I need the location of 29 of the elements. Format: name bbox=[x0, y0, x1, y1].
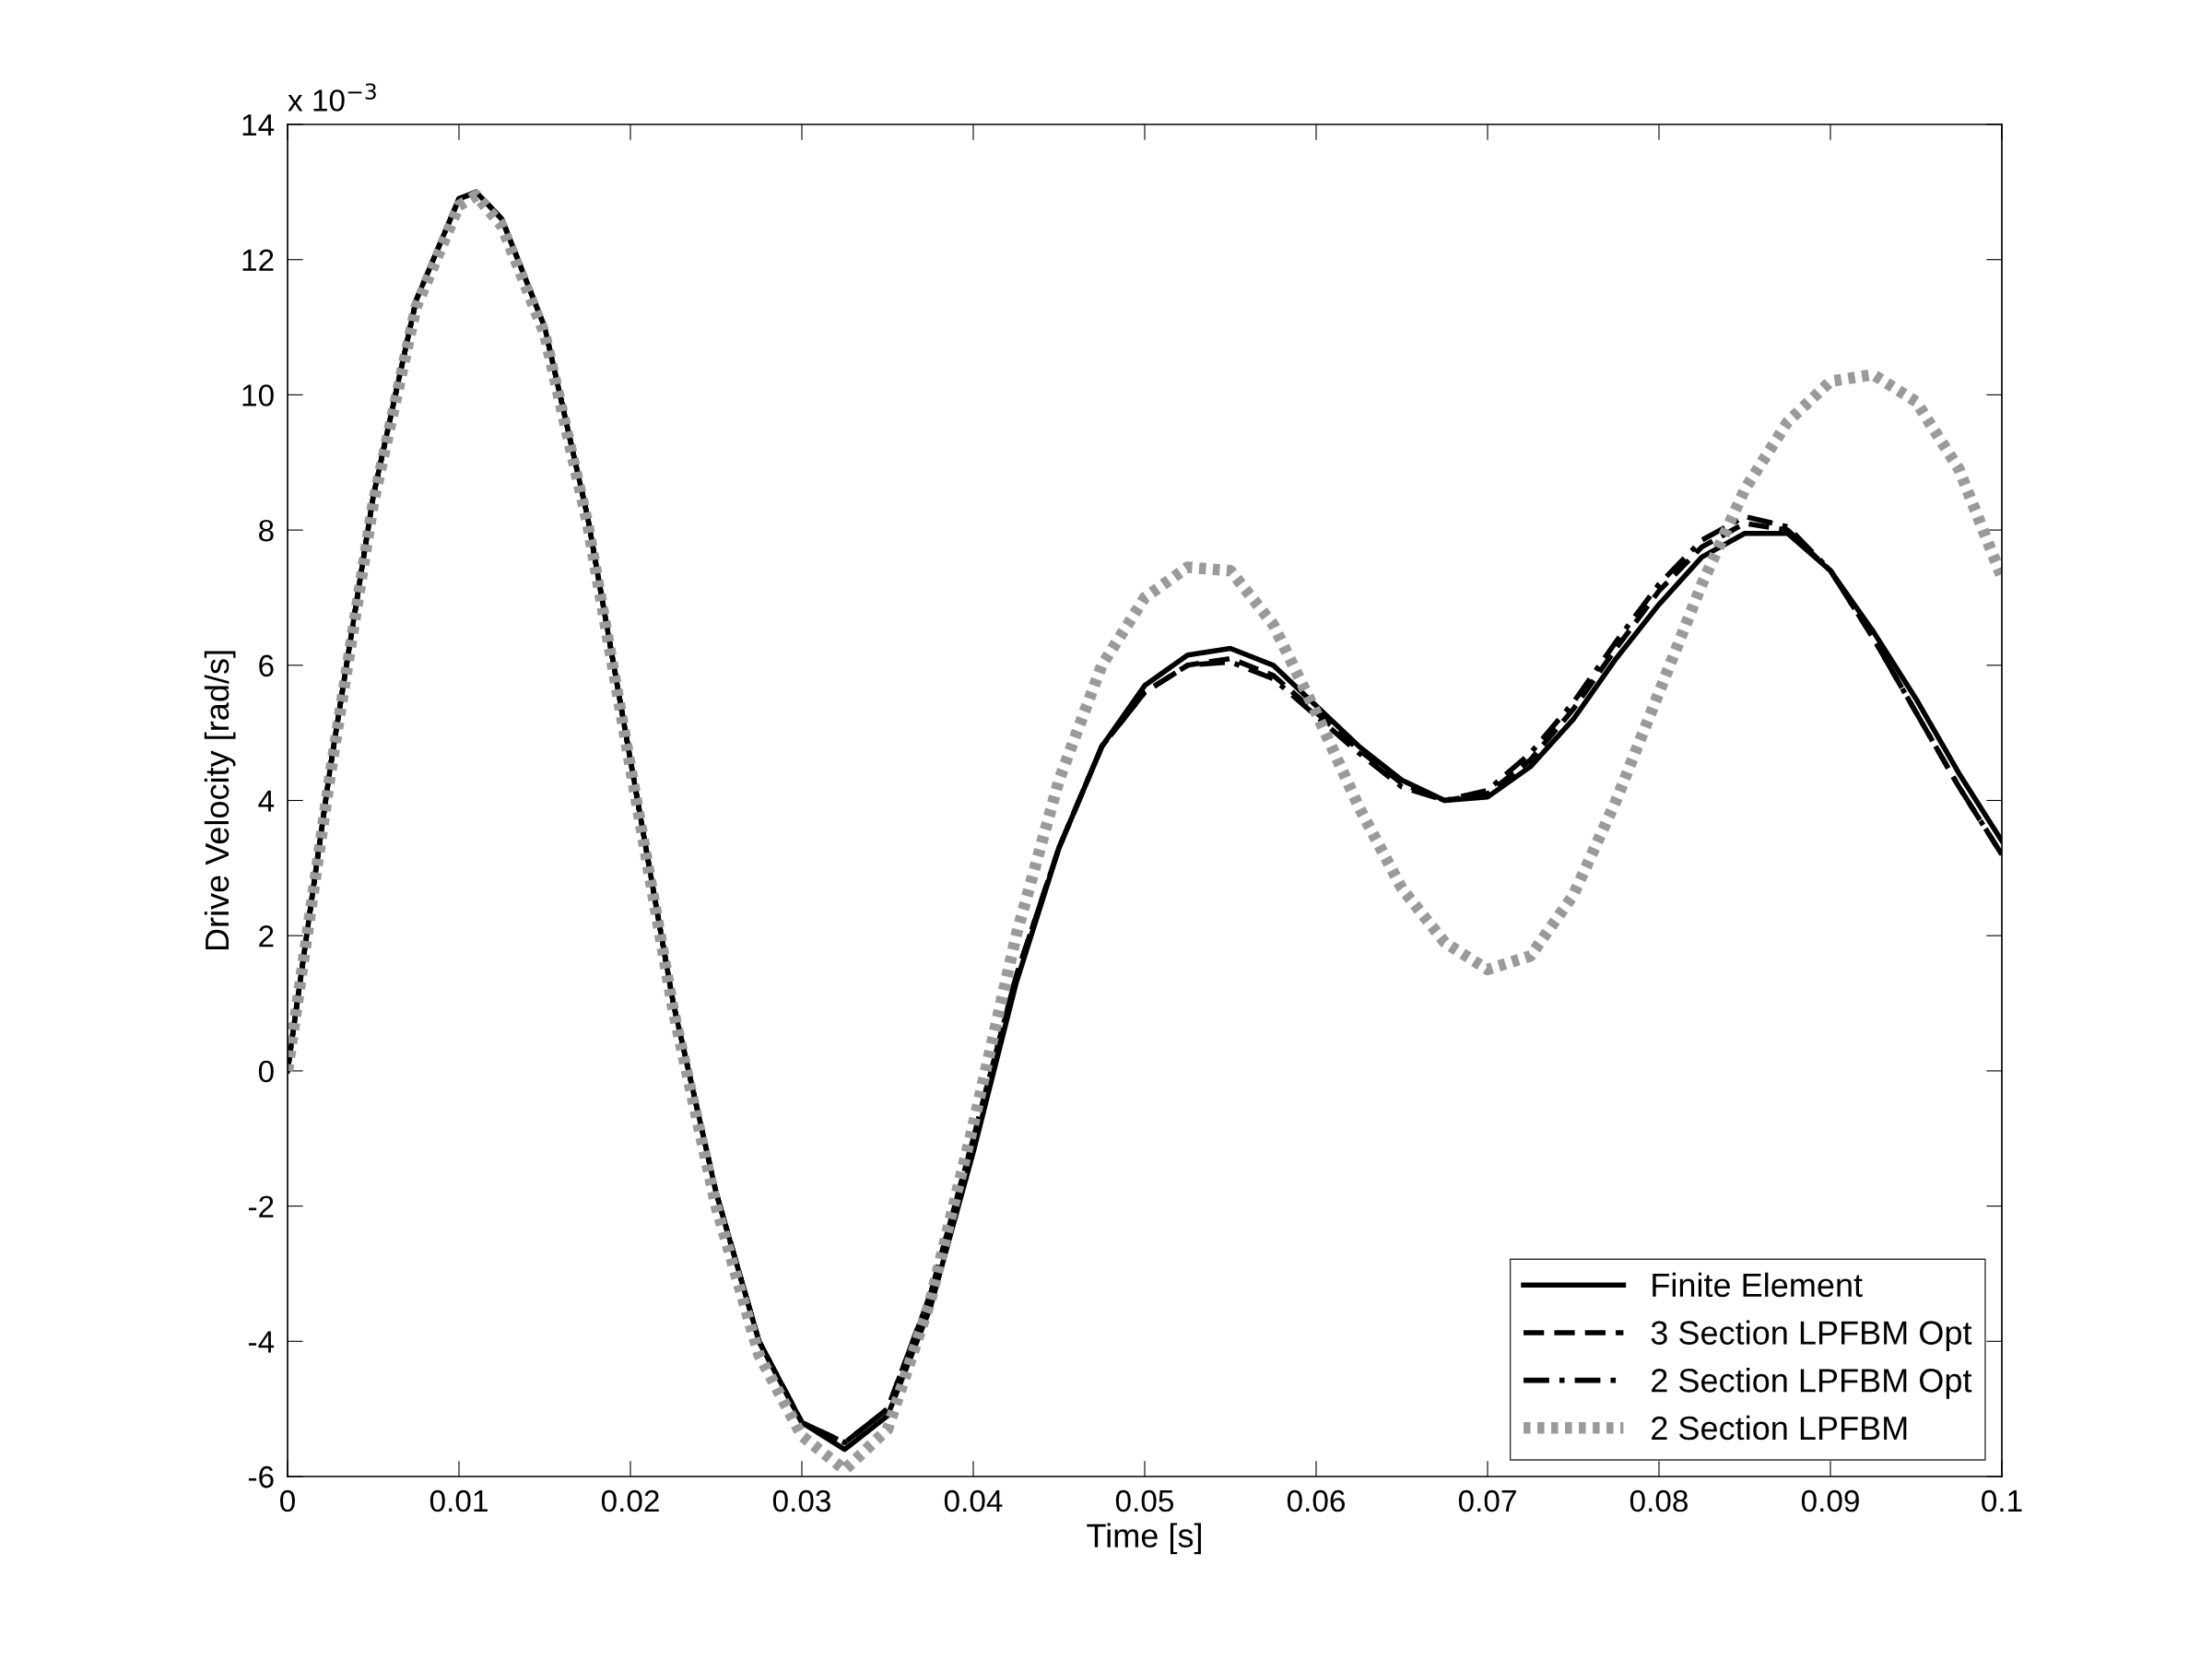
y-tick-label: 4 bbox=[258, 790, 275, 812]
x-tick-label: 0.09 bbox=[1801, 1489, 1859, 1512]
x-tick-label: 0.02 bbox=[601, 1489, 659, 1512]
y-tick-label: 10 bbox=[242, 384, 274, 406]
y-tick-label: -2 bbox=[248, 1195, 274, 1218]
y-tick-label: 8 bbox=[259, 519, 274, 542]
legend-label: 3 Section LPFBM Opt bbox=[1651, 1320, 1972, 1352]
x-tick-label: 0.01 bbox=[429, 1489, 488, 1512]
x-tick-label: 0.06 bbox=[1287, 1489, 1345, 1512]
y-tick-label: 2 bbox=[259, 925, 274, 947]
y-tick-label: -4 bbox=[248, 1331, 275, 1353]
y-tick-label: 12 bbox=[242, 249, 274, 271]
x-tick-label: 0.03 bbox=[772, 1489, 830, 1512]
x-tick-label: 0.1 bbox=[1982, 1489, 2022, 1512]
text: x 10$^{−3}$ bbox=[288, 83, 376, 112]
y-tick-label: -6 bbox=[248, 1465, 274, 1488]
y-tick-label: 14 bbox=[242, 114, 275, 136]
x-tick-label: 0.05 bbox=[1115, 1489, 1174, 1512]
y-axis-title: Drive Velocity [rad/s] bbox=[204, 651, 236, 950]
y-tick-label: 6 bbox=[259, 654, 274, 677]
x-axis-title: Time [s] bbox=[1087, 1523, 1201, 1555]
x-tick-label: 0 bbox=[280, 1489, 295, 1512]
legend-label: 2 Section LPFBM bbox=[1652, 1415, 1907, 1441]
x-tick-label: 0.08 bbox=[1630, 1489, 1688, 1512]
legend-label: 2 Section LPFBM Opt bbox=[1652, 1368, 1972, 1399]
x-tick-label: 0.04 bbox=[944, 1489, 1003, 1512]
legend-label: Finite Element bbox=[1653, 1272, 1863, 1298]
x-tick-label: 0.07 bbox=[1458, 1489, 1516, 1512]
y-tick-label: 0 bbox=[258, 1060, 274, 1083]
